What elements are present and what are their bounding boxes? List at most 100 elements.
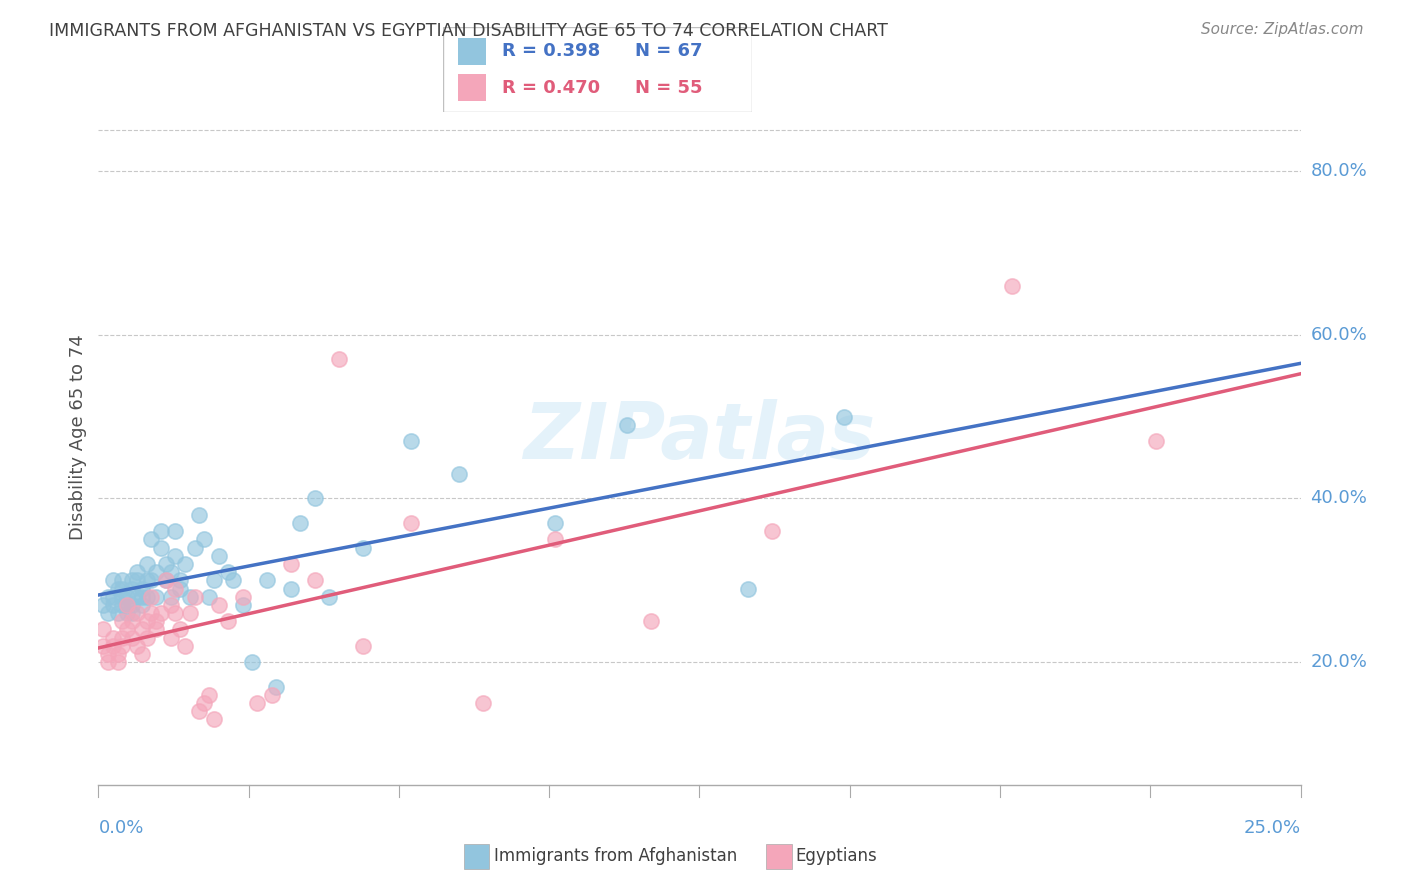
Point xyxy=(149,606,172,620)
Point xyxy=(117,606,139,620)
Point xyxy=(222,574,245,588)
Point xyxy=(240,655,263,669)
Point xyxy=(155,574,177,588)
Point xyxy=(111,631,134,645)
Point xyxy=(145,614,167,628)
Text: Source: ZipAtlas.com: Source: ZipAtlas.com xyxy=(1201,22,1364,37)
Point xyxy=(232,590,254,604)
Point xyxy=(155,557,177,571)
Point xyxy=(131,582,153,596)
Point xyxy=(198,688,221,702)
Point xyxy=(188,704,211,718)
Point xyxy=(141,590,163,604)
Text: Immigrants from Afghanistan: Immigrants from Afghanistan xyxy=(494,847,737,865)
Point xyxy=(193,696,215,710)
Point xyxy=(125,590,148,604)
Point xyxy=(174,639,197,653)
Point xyxy=(169,582,191,596)
Point xyxy=(1001,278,1024,293)
Point xyxy=(107,606,129,620)
Point xyxy=(141,533,163,547)
Point xyxy=(165,606,187,620)
Text: 80.0%: 80.0% xyxy=(1310,162,1367,180)
Point xyxy=(149,541,172,555)
Point xyxy=(111,582,134,596)
Point xyxy=(159,631,181,645)
Point xyxy=(121,598,143,612)
Point xyxy=(399,434,422,449)
Text: N = 55: N = 55 xyxy=(634,78,702,96)
Point xyxy=(101,574,124,588)
Point xyxy=(145,590,167,604)
Point xyxy=(111,598,134,612)
Point xyxy=(131,590,153,604)
Point xyxy=(640,614,662,628)
Bar xyxy=(458,74,486,102)
Point xyxy=(304,574,326,588)
Point xyxy=(318,590,340,604)
Point xyxy=(290,516,312,530)
Text: 20.0%: 20.0% xyxy=(1310,653,1367,671)
Point xyxy=(135,590,157,604)
Point xyxy=(107,582,129,596)
Point xyxy=(111,614,134,628)
Point xyxy=(399,516,422,530)
Point xyxy=(472,696,495,710)
Point xyxy=(352,541,374,555)
Point xyxy=(280,582,302,596)
Point xyxy=(1144,434,1167,449)
Point xyxy=(149,524,172,539)
Point xyxy=(117,598,139,612)
Point xyxy=(121,631,143,645)
Point xyxy=(266,680,288,694)
Point xyxy=(125,639,148,653)
Point xyxy=(97,647,120,661)
Point xyxy=(304,491,326,506)
Point xyxy=(141,574,163,588)
Point xyxy=(135,574,157,588)
Text: ZIPatlas: ZIPatlas xyxy=(523,399,876,475)
Point xyxy=(101,639,124,653)
Point xyxy=(198,590,221,604)
Y-axis label: Disability Age 65 to 74: Disability Age 65 to 74 xyxy=(69,334,87,540)
Point xyxy=(544,533,567,547)
Text: 40.0%: 40.0% xyxy=(1310,490,1367,508)
Point xyxy=(217,614,239,628)
Point xyxy=(544,516,567,530)
Point xyxy=(183,541,205,555)
Point xyxy=(217,565,239,579)
Point xyxy=(121,606,143,620)
Point xyxy=(145,623,167,637)
Point xyxy=(159,590,181,604)
Point xyxy=(97,590,120,604)
Point xyxy=(121,574,143,588)
Point xyxy=(832,409,855,424)
Point xyxy=(169,623,191,637)
Text: Egyptians: Egyptians xyxy=(796,847,877,865)
Point xyxy=(761,524,783,539)
Point xyxy=(159,598,181,612)
Point xyxy=(125,565,148,579)
Point xyxy=(91,598,114,612)
Point xyxy=(125,574,148,588)
Point xyxy=(97,655,120,669)
Point xyxy=(179,590,201,604)
Point xyxy=(117,623,139,637)
Point xyxy=(260,688,283,702)
Point xyxy=(165,549,187,563)
Point xyxy=(159,565,181,579)
Text: 60.0%: 60.0% xyxy=(1310,326,1367,343)
Point xyxy=(202,574,225,588)
Point xyxy=(121,582,143,596)
Point xyxy=(111,574,134,588)
Point xyxy=(91,639,114,653)
Point xyxy=(169,574,191,588)
Point xyxy=(101,598,124,612)
Point xyxy=(616,417,638,432)
Point xyxy=(101,590,124,604)
Point xyxy=(183,590,205,604)
Text: IMMIGRANTS FROM AFGHANISTAN VS EGYPTIAN DISABILITY AGE 65 TO 74 CORRELATION CHAR: IMMIGRANTS FROM AFGHANISTAN VS EGYPTIAN … xyxy=(49,22,889,40)
Point xyxy=(145,565,167,579)
Point xyxy=(208,549,231,563)
Point xyxy=(188,508,211,522)
